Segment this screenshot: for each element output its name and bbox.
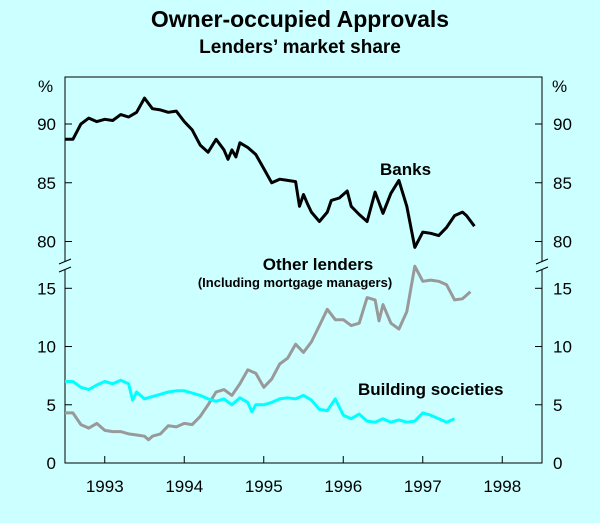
lower-y-tick-label-left: 0 — [47, 454, 56, 473]
upper-y-tick-label-left: 90 — [37, 115, 56, 134]
upper-y-tick-label-right: 85 — [553, 174, 572, 193]
axis-break-mark — [535, 266, 549, 273]
x-tick-label: 1994 — [165, 477, 203, 496]
lower-y-tick-label-right: 15 — [553, 279, 572, 298]
lower-y-tick-label-left: 15 — [37, 279, 56, 298]
building-societies-line — [65, 378, 456, 424]
building-societies-label: Building societies — [358, 380, 503, 399]
x-tick-label: 1995 — [245, 477, 283, 496]
x-tick-label: 1996 — [324, 477, 362, 496]
other-lenders-sublabel: (Including mortgage managers) — [198, 275, 392, 290]
other-lenders-label: Other lenders — [263, 255, 374, 274]
axis-break-mark — [58, 266, 72, 273]
x-tick-label: 1993 — [86, 477, 124, 496]
lower-y-tick-label-right: 0 — [553, 454, 562, 473]
upper-y-tick-label-right: 90 — [553, 115, 572, 134]
y-unit-left: % — [38, 77, 53, 96]
upper-y-tick-label-right: 80 — [553, 233, 572, 252]
upper-y-tick-label-left: 80 — [37, 233, 56, 252]
chart-subtitle: Lenders’ market share — [199, 37, 401, 58]
x-tick-label: 1998 — [483, 477, 521, 496]
other-lenders-line — [65, 264, 472, 442]
x-tick-label: 1997 — [404, 477, 442, 496]
axis-break-gap — [62, 262, 68, 270]
axis-break-gap — [539, 262, 545, 270]
lower-y-tick-label-right: 10 — [553, 338, 572, 357]
banks-line — [65, 96, 476, 249]
y-unit-right: % — [552, 77, 567, 96]
upper-y-tick-label-left: 85 — [37, 174, 56, 193]
lower-y-tick-label-right: 5 — [553, 396, 562, 415]
banks-label: Banks — [380, 160, 431, 179]
axis-break-mark — [535, 258, 549, 265]
lower-y-tick-label-left: 10 — [37, 338, 56, 357]
axis-break-mark — [58, 258, 72, 265]
chart-title: Owner-occupied Approvals — [150, 6, 450, 32]
lower-y-tick-label-left: 5 — [47, 396, 56, 415]
